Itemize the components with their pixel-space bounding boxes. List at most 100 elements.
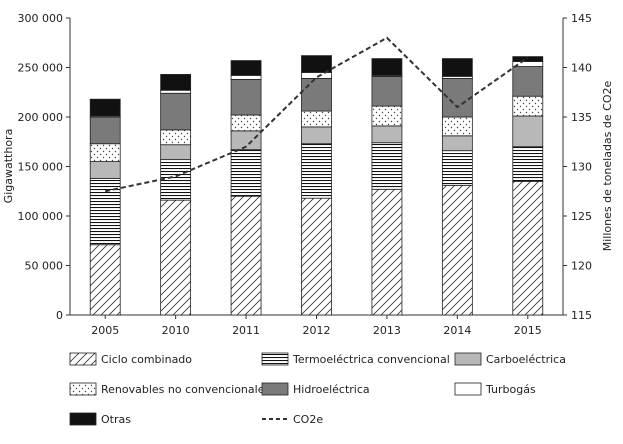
bar-segment-1 (441, 150, 473, 186)
legend-swatch (69, 352, 97, 366)
legend-swatch (261, 382, 289, 396)
y-tick-label-right: 115 (571, 309, 592, 322)
x-tick-label: 2011 (232, 324, 260, 337)
y-tick-label-left: 200 000 (18, 111, 64, 124)
bar-stack-2011 (230, 60, 262, 316)
y-tick-label-left: 100 000 (18, 210, 64, 223)
bar-segment-5 (160, 89, 192, 94)
legend-item-2: Carboeléctrica (454, 352, 566, 366)
legend-label: Hidroeléctrica (293, 383, 370, 396)
bar-segment-4 (89, 116, 121, 145)
y-tick-label-left: 50 000 (25, 260, 64, 273)
y-ticks-left: 0 50 000 100 000 150 000 200 000 250 000 300 0… (18, 12, 70, 322)
bar-segment-4 (512, 66, 544, 97)
legend-item-5: Turbogás (454, 382, 536, 396)
legend-swatch (454, 382, 482, 396)
bar-segment-1 (371, 142, 403, 190)
y-tick-label-right: 140 (571, 62, 592, 75)
bar-segment-0 (230, 195, 262, 316)
bar-segment-3 (441, 116, 473, 137)
bar-segment-2 (371, 125, 403, 144)
bar-segment-2 (301, 126, 332, 145)
bar-segment-0 (371, 188, 403, 316)
legend-item-7: CO2e (262, 413, 323, 426)
bar-segment-3 (230, 114, 262, 132)
bar-segment-0 (301, 197, 332, 316)
x-tick-label: 2015 (514, 324, 542, 337)
bar-segment-6 (441, 58, 473, 77)
legend-item-0: Ciclo combinado (69, 352, 192, 366)
bar-segment-4 (301, 77, 332, 112)
bar-segment-0 (512, 180, 544, 316)
bar-segment-5 (230, 75, 262, 80)
legend-label: Ciclo combinado (101, 353, 192, 366)
bar-segment-2 (89, 161, 121, 179)
bar-segment-1 (160, 159, 192, 201)
bar-stack-2010 (160, 74, 192, 316)
legend-label: Otras (101, 413, 131, 426)
legend-swatch (69, 412, 97, 426)
legend-label: CO2e (293, 413, 323, 426)
y-tick-label-left: 250 000 (18, 62, 64, 75)
x-tick-label: 2013 (373, 324, 401, 337)
bar-stack-2014 (441, 58, 473, 316)
y-tick-label-left: 300 000 (18, 12, 64, 25)
bar-segment-6 (301, 55, 332, 73)
bar-segment-4 (160, 92, 192, 131)
y-ticks-right: 115 120 125 130 135 140 145 (563, 12, 592, 322)
bar-segment-1 (230, 149, 262, 197)
legend-swatch (454, 352, 482, 366)
bar-segment-3 (371, 105, 403, 127)
bar-segment-2 (441, 135, 473, 152)
bar-segment-2 (512, 115, 544, 148)
x-ticks: 2005 2010 2011 2012 2013 2014 2015 (91, 315, 542, 337)
bar-segment-4 (230, 78, 262, 116)
bar-segment-3 (512, 95, 544, 117)
y-tick-label-right: 130 (571, 161, 592, 174)
bars (89, 55, 544, 316)
bar-segment-0 (160, 199, 192, 316)
y-tick-label-right: 120 (571, 260, 592, 273)
x-tick-label: 2005 (91, 324, 119, 337)
bar-stack-2013 (371, 58, 403, 316)
x-tick-label: 2014 (443, 324, 471, 337)
legend-label: Termoeléctrica convencional (292, 353, 450, 366)
bar-segment-3 (89, 143, 121, 162)
legend-swatch (69, 382, 97, 396)
bar-segment-3 (160, 129, 192, 146)
legend-label: Renovables no convencionales (101, 383, 270, 396)
y-tick-label-right: 135 (571, 111, 592, 124)
y-tick-label-left: 150 000 (18, 161, 64, 174)
bar-segment-2 (160, 144, 192, 160)
y-axis-title-left: Gigawatthora (2, 129, 15, 204)
bar-segment-6 (230, 60, 262, 76)
co2e-line-layer (105, 36, 529, 193)
legend-item-6: Otras (69, 412, 131, 426)
bar-segment-0 (89, 244, 121, 316)
legend-label: Carboeléctrica (486, 353, 566, 366)
y-tick-label-left: 0 (56, 309, 63, 322)
legend-label: Turbogás (485, 383, 536, 396)
bar-segment-6 (512, 56, 544, 62)
bar-segment-1 (301, 143, 332, 199)
bar-segment-3 (301, 110, 332, 128)
y-axis-title-right: Millones de toneladas de CO2e (601, 81, 614, 252)
bar-segment-0 (441, 184, 473, 316)
bar-stack-2012 (301, 55, 332, 316)
bar-segment-6 (89, 98, 121, 117)
bar-segment-1 (512, 146, 544, 182)
legend-swatch (261, 352, 289, 366)
y-tick-label-right: 125 (571, 210, 592, 223)
legend-item-3: Renovables no convencionales (69, 382, 270, 396)
bar-segment-4 (441, 77, 473, 118)
y-tick-label-right: 145 (571, 12, 592, 25)
bar-segment-6 (371, 58, 403, 76)
bar-segment-4 (371, 76, 403, 107)
legend-item-4: Hidroeléctrica (261, 382, 370, 396)
x-tick-label: 2012 (303, 324, 331, 337)
bar-segment-6 (160, 74, 192, 91)
legend: Ciclo combinado Termoeléctrica convencion… (69, 352, 566, 426)
legend-item-1: Termoeléctrica convencional (261, 352, 450, 366)
bar-stack-2015 (512, 56, 544, 316)
bar-stack-2005 (89, 98, 121, 316)
